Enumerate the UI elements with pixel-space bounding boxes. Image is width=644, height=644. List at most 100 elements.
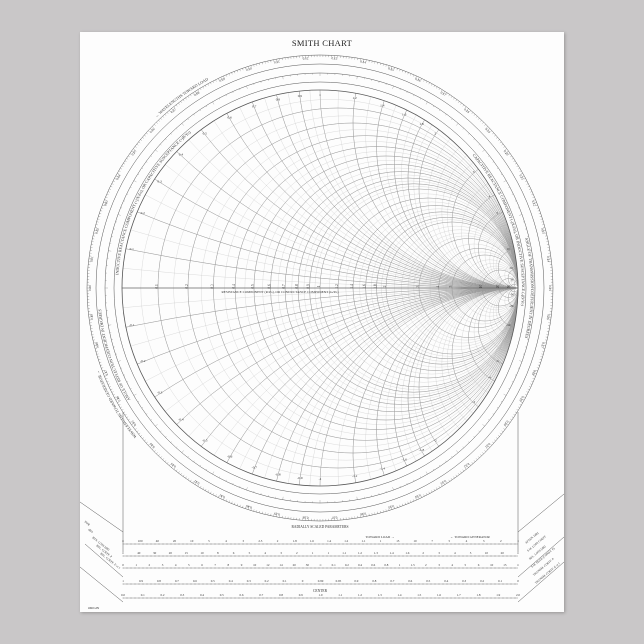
angle-tick [468, 441, 470, 443]
angle-tick [478, 144, 480, 146]
wavelength-tick [388, 508, 390, 511]
wavelength-tick [114, 178, 117, 180]
scale-value: 1.0 [319, 593, 323, 597]
toward-generator-label: ← TOWARD GENERATOR [450, 535, 490, 539]
wavelength-tick [525, 180, 528, 182]
reactance-arc [427, 138, 519, 289]
wavelength-tick [101, 367, 104, 369]
wavelength-tick [146, 441, 148, 444]
scale-value: 3 [280, 551, 282, 555]
angle-tick [155, 149, 158, 152]
wavelength-tick [423, 494, 425, 497]
wavelength-label: 0.15 [388, 66, 395, 72]
wavelength-tick [234, 71, 236, 74]
reactance-arc [176, 287, 519, 425]
wavelength-label: 0.16 [414, 77, 421, 83]
wavelength-tick [109, 386, 112, 388]
angle-tick [117, 214, 121, 216]
scale-value: 1.1 [361, 539, 365, 543]
reactance-label: -0.5 [202, 439, 208, 443]
wavelength-tick [259, 510, 260, 513]
wavelength-tick [516, 165, 519, 167]
wavelength-tick [420, 78, 422, 81]
scale-value: 15 [503, 563, 507, 567]
scale-value: 0.1 [283, 579, 287, 583]
wavelength-tick [478, 118, 480, 120]
wavelength-label: 0.37 [331, 515, 337, 519]
wavelength-tick [494, 134, 496, 137]
angle-tick [439, 109, 441, 112]
wavelength-label: 0.44 [149, 442, 156, 449]
wavelength-tick [231, 501, 233, 504]
wavelength-tick [380, 63, 381, 66]
wavelength-label: 0.00 [88, 285, 92, 291]
reactance-label: 1.6 [402, 112, 407, 116]
scale-value: 0.3 [462, 579, 466, 583]
angle-tick [528, 250, 532, 252]
radially-scaled-parameters: RADIALLY SCALED PARAMETERS TOWARD LOAD → ←… [80, 412, 564, 610]
reactance-arc [337, 90, 519, 289]
angle-tick [496, 407, 499, 409]
resistance-label: 0.8 [295, 284, 299, 289]
wavelength-label: 0.19 [484, 127, 491, 134]
wavelength-tick [215, 494, 217, 497]
angle-tick [218, 98, 220, 100]
wavelength-tick [532, 202, 537, 204]
angle-tick [282, 76, 284, 80]
wavelength-tick [514, 411, 517, 413]
wavelength-tick [402, 503, 404, 506]
wavelength-tick [380, 510, 381, 513]
wavelength-tick [152, 126, 154, 128]
angle-tick [133, 393, 137, 396]
angle-tick [399, 485, 401, 488]
wavelength-tick [220, 495, 223, 499]
wavelength-tick [499, 141, 502, 144]
angle-tick [123, 374, 126, 376]
scale-value: ∞ [122, 551, 125, 555]
reactance-arc [352, 93, 519, 289]
scale-value: 6 [233, 551, 235, 555]
wavelength-tick [547, 316, 552, 318]
wavelength-tick [128, 155, 130, 158]
reactance-arc [352, 287, 519, 483]
scale-value: 5 [465, 563, 467, 567]
wavelength-tick [428, 491, 430, 494]
wavelength-tick [505, 422, 509, 426]
angle-tick [170, 133, 172, 135]
wavelength-tick [526, 391, 529, 393]
angle-tick [356, 496, 358, 500]
scale-value: 0.4 [358, 563, 362, 567]
wavelength-tick [158, 454, 160, 456]
wavelength-tick [423, 79, 425, 82]
scale-value: 20 [169, 551, 173, 555]
wavelength-tick [150, 128, 154, 132]
wavelength-label: 0.47 [103, 369, 109, 376]
resistance-label: 0.9 [307, 284, 311, 289]
wavelength-tick [144, 134, 146, 137]
wavelength-tick [382, 63, 384, 66]
wavelength-tick [469, 464, 471, 466]
wavelength-tick [212, 80, 214, 83]
wavelength-label: 0.05 [131, 149, 138, 156]
wavelength-tick [407, 72, 409, 75]
wavelength-tick [228, 73, 230, 76]
wavelength-tick [98, 215, 101, 217]
wavelength-tick [457, 473, 460, 475]
reactance-label: 0.9 [298, 94, 303, 98]
angle-tick [528, 324, 532, 326]
angle-tick [155, 424, 158, 427]
reactance-label: -5 [496, 359, 499, 363]
wavelength-tick [88, 258, 93, 260]
wavelength-tick [527, 388, 530, 390]
wavelength-tick [390, 505, 393, 510]
reactance-arc [468, 287, 519, 382]
reactance-arc [507, 287, 519, 308]
angle-tick [406, 482, 408, 485]
wavelength-tick [531, 193, 534, 196]
scale-value: 4 [466, 539, 468, 543]
wavelength-tick [530, 191, 533, 193]
wavelength-tick [511, 416, 514, 418]
resistance-label: 4 [436, 285, 440, 287]
wavelength-tick [547, 258, 552, 260]
wavelength-tick [242, 68, 244, 71]
